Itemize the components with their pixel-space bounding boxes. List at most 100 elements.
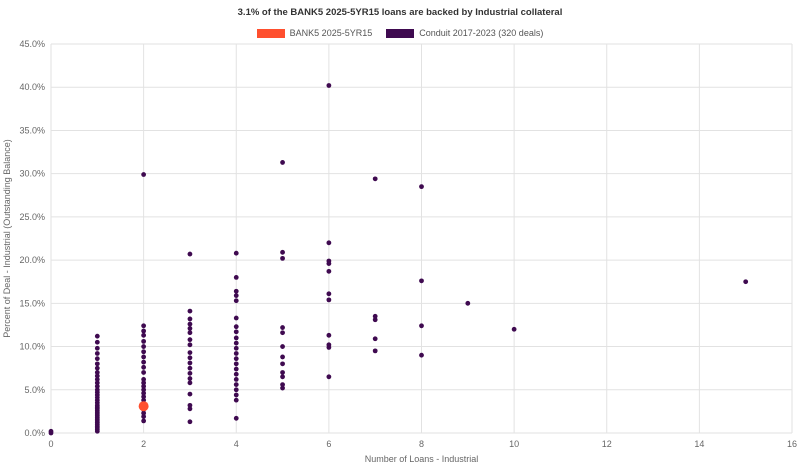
conduit-point[interactable] — [233, 356, 239, 362]
conduit-point[interactable] — [233, 324, 239, 330]
conduit-point[interactable] — [326, 291, 332, 297]
conduit-point[interactable] — [141, 377, 147, 382]
conduit-point[interactable] — [233, 275, 239, 280]
conduit-point[interactable] — [372, 348, 378, 354]
conduit-point[interactable] — [233, 340, 239, 346]
conduit-point[interactable] — [187, 355, 193, 361]
conduit-point[interactable] — [187, 350, 193, 356]
conduit-point[interactable] — [187, 251, 193, 257]
conduit-point[interactable] — [94, 387, 100, 393]
conduit-point[interactable] — [511, 326, 517, 332]
bank5-point[interactable] — [138, 401, 149, 412]
conduit-point[interactable] — [187, 370, 193, 376]
conduit-point[interactable] — [326, 342, 332, 348]
conduit-point[interactable] — [233, 335, 239, 341]
conduit-point[interactable] — [372, 313, 378, 319]
conduit-point[interactable] — [141, 387, 147, 393]
conduit-point[interactable] — [233, 298, 239, 304]
conduit-point[interactable] — [187, 406, 193, 412]
conduit-point[interactable] — [187, 316, 193, 322]
conduit-point[interactable] — [141, 414, 147, 419]
conduit-point[interactable] — [280, 249, 285, 255]
conduit-point[interactable] — [326, 258, 332, 264]
conduit-point[interactable] — [94, 339, 100, 345]
conduit-point[interactable] — [141, 323, 147, 329]
conduit-point[interactable] — [141, 410, 147, 416]
conduit-point[interactable] — [141, 338, 147, 344]
conduit-point[interactable] — [187, 342, 193, 348]
conduit-point[interactable] — [94, 351, 100, 356]
conduit-point[interactable] — [187, 419, 193, 425]
conduit-point[interactable] — [280, 344, 285, 349]
conduit-point[interactable] — [94, 345, 100, 351]
conduit-point[interactable] — [141, 344, 147, 349]
conduit-point[interactable] — [187, 326, 193, 331]
conduit-point[interactable] — [141, 390, 147, 396]
conduit-point[interactable] — [233, 397, 239, 403]
conduit-point[interactable] — [233, 387, 239, 393]
conduit-point[interactable] — [187, 360, 193, 366]
conduit-point[interactable] — [280, 325, 285, 330]
conduit-point[interactable] — [280, 374, 285, 380]
conduit-point[interactable] — [94, 370, 100, 375]
conduit-point[interactable] — [419, 352, 424, 358]
conduit-point[interactable] — [187, 391, 193, 397]
conduit-point[interactable] — [94, 373, 100, 379]
conduit-point[interactable] — [141, 394, 147, 400]
conduit-point[interactable] — [465, 300, 471, 306]
conduit-point[interactable] — [419, 278, 424, 284]
conduit-point[interactable] — [141, 354, 147, 360]
conduit-point[interactable] — [743, 279, 749, 285]
conduit-point[interactable] — [326, 83, 332, 88]
conduit-point[interactable] — [233, 382, 239, 387]
conduit-point[interactable] — [141, 332, 147, 338]
conduit-point[interactable] — [233, 250, 239, 256]
conduit-point[interactable] — [280, 385, 285, 391]
conduit-point[interactable] — [233, 371, 239, 377]
conduit-point[interactable] — [233, 315, 239, 321]
conduit-point[interactable] — [372, 176, 378, 182]
conduit-point[interactable] — [233, 366, 239, 372]
conduit-point[interactable] — [141, 364, 147, 370]
legend-item-conduit[interactable]: Conduit 2017-2023 (320 deals) — [386, 28, 543, 38]
conduit-point[interactable] — [233, 345, 239, 351]
conduit-point[interactable] — [326, 332, 332, 338]
conduit-point[interactable] — [233, 361, 239, 367]
conduit-point[interactable] — [141, 349, 147, 355]
conduit-point[interactable] — [280, 361, 285, 367]
conduit-point[interactable] — [419, 184, 424, 190]
conduit-point[interactable] — [280, 382, 285, 387]
conduit-point[interactable] — [187, 365, 193, 371]
conduit-point[interactable] — [372, 336, 378, 342]
conduit-point[interactable] — [141, 370, 147, 375]
conduit-point[interactable] — [141, 359, 147, 365]
conduit-point[interactable] — [187, 337, 193, 343]
conduit-point[interactable] — [233, 288, 239, 294]
conduit-point[interactable] — [94, 356, 100, 362]
conduit-point[interactable] — [280, 255, 285, 261]
conduit-point[interactable] — [326, 268, 332, 274]
conduit-point[interactable] — [141, 172, 147, 177]
conduit-point[interactable] — [187, 330, 193, 336]
conduit-point[interactable] — [187, 380, 193, 386]
conduit-point[interactable] — [419, 323, 424, 329]
conduit-point[interactable] — [187, 308, 193, 314]
conduit-point[interactable] — [280, 330, 285, 336]
conduit-point[interactable] — [94, 365, 100, 371]
conduit-point[interactable] — [141, 418, 147, 424]
conduit-point[interactable] — [141, 328, 147, 334]
conduit-point[interactable] — [94, 333, 100, 339]
conduit-point[interactable] — [233, 377, 239, 382]
conduit-point[interactable] — [280, 370, 285, 375]
conduit-point[interactable] — [48, 428, 54, 434]
conduit-point[interactable] — [94, 383, 100, 389]
conduit-point[interactable] — [233, 329, 239, 335]
conduit-point[interactable] — [280, 160, 285, 165]
conduit-point[interactable] — [94, 377, 100, 382]
conduit-point[interactable] — [233, 293, 239, 298]
conduit-point[interactable] — [94, 380, 100, 386]
conduit-point[interactable] — [280, 354, 285, 360]
legend-item-bank5[interactable]: BANK5 2025-5YR15 — [256, 28, 372, 38]
conduit-point[interactable] — [187, 376, 193, 381]
conduit-point[interactable] — [326, 297, 332, 303]
